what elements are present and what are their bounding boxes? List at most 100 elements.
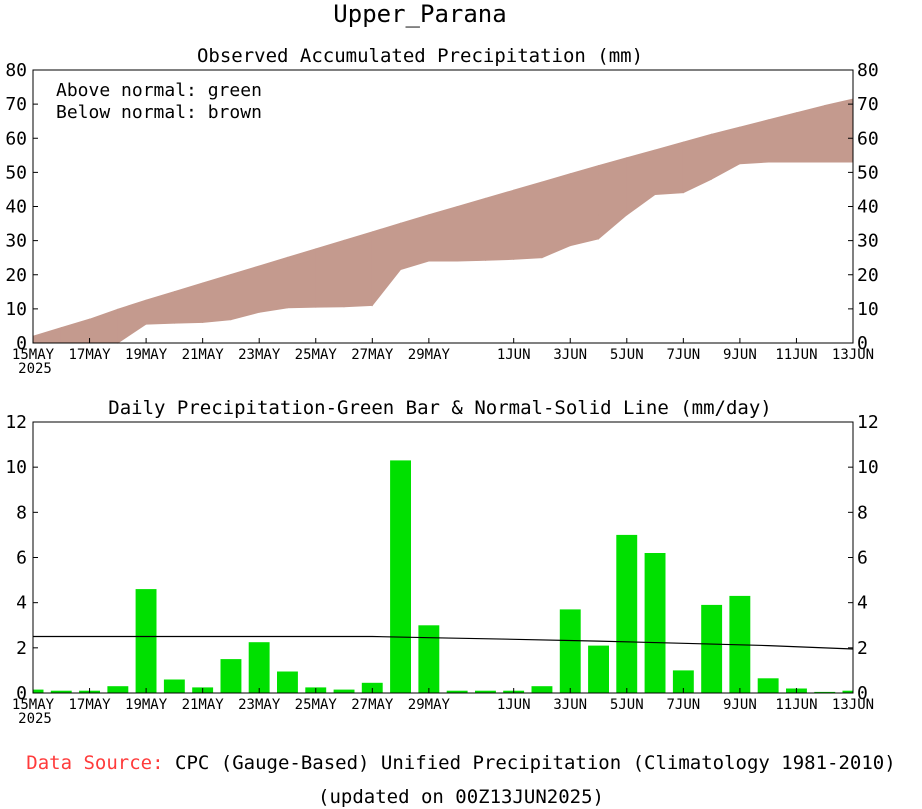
chart1-title: Observed Accumulated Precipitation (mm) (197, 45, 643, 67)
chart1-xtick-label: 7JUN (666, 347, 700, 363)
chart2-xtick-label: 23MAY (238, 697, 281, 713)
chart1-ytick-label-right: 20 (857, 265, 879, 286)
chart2-ytick-label-left: 2 (16, 638, 27, 659)
chart2-xtick-label: 15MAY (12, 697, 55, 713)
figure-title: Upper_Parana (333, 0, 506, 28)
daily-bar (531, 686, 553, 693)
daily-bar (418, 625, 440, 694)
daily-bar (644, 553, 666, 693)
chart2-ytick-label-left: 12 (5, 412, 27, 433)
legend-above-normal: Above normal: green (56, 80, 262, 101)
chart2-xtick-label: 27MAY (351, 697, 394, 713)
data-source-line: Data Source: CPC (Gauge-Based) Unified P… (0, 752, 922, 774)
chart2-ytick-label-right: 0 (857, 683, 868, 704)
daily-bar (757, 678, 779, 693)
chart1-xtick-label: 23MAY (238, 347, 281, 363)
below-normal-segment (767, 112, 797, 163)
below-normal-segment (230, 265, 260, 321)
below-normal-segment (145, 290, 175, 325)
chart1-xtick-label: 1JUN (497, 347, 531, 363)
chart1-xtick-label: 15MAY (12, 347, 55, 363)
below-normal-segment (60, 318, 90, 344)
chart2-year-label: 2025 (18, 711, 52, 727)
chart2-xtick-label: 21MAY (182, 697, 225, 713)
below-normal-segment (654, 141, 684, 196)
below-normal-segment (456, 197, 486, 262)
chart1-ytick-label-right: 40 (857, 197, 879, 218)
chart1-ytick-label-right: 70 (857, 94, 879, 115)
below-normal-segment (371, 222, 402, 307)
daily-bar (361, 682, 383, 693)
chart2-ytick-label-right: 6 (857, 548, 868, 569)
chart2-title: Daily Precipitation-Green Bar & Normal-S… (108, 397, 771, 419)
chart2-ytick-label-left: 10 (5, 457, 27, 478)
chart1-ytick-label-right: 60 (857, 128, 879, 149)
chart1-ytick-label-left: 40 (5, 197, 27, 218)
chart1-ytick-label-right: 30 (857, 231, 879, 252)
below-normal-segment (513, 181, 543, 260)
daily-bar (248, 642, 270, 693)
normal-daily-line (33, 635, 854, 650)
chart1-ytick-label-left: 20 (5, 265, 27, 286)
chart1-xtick-label: 21MAY (182, 347, 225, 363)
daily-bar (390, 460, 411, 693)
below-normal-segment (824, 98, 854, 163)
daily-bar (588, 645, 609, 693)
chart2-xtick-label: 11JUN (775, 697, 817, 713)
daily-bar (446, 690, 468, 693)
data-source-label: Data Source: (26, 752, 164, 774)
daily-bar (333, 689, 355, 693)
below-normal-segment (117, 299, 147, 344)
chart1-xtick-label: 25MAY (295, 347, 338, 363)
daily-bar (220, 659, 242, 693)
below-normal-segment (258, 256, 288, 313)
chart2-ytick-label-left: 0 (16, 683, 27, 704)
chart1-ytick-label-left: 70 (5, 94, 27, 115)
daily-bar (475, 690, 496, 693)
below-normal-segment (400, 214, 430, 271)
daily-bar (672, 670, 694, 693)
below-normal-segment (343, 231, 373, 308)
chart1-ytick-label-left: 0 (16, 333, 27, 354)
daily-bar (842, 690, 853, 693)
chart1-ytick-label-right: 80 (857, 60, 879, 81)
chart2-xtick-label: 5JUN (610, 697, 644, 713)
chart1-xtick-label: 13JUN (832, 347, 874, 363)
chart2-xtick-label: 19MAY (125, 697, 168, 713)
daily-bar (33, 689, 44, 693)
chart2-ytick-label-right: 10 (857, 457, 879, 478)
below-normal-segment (598, 157, 628, 240)
chart1-xtick-label: 17MAY (68, 347, 111, 363)
chart2-ytick-label-left: 8 (16, 502, 27, 523)
chart1-xtick-label: 29MAY (408, 347, 451, 363)
daily-precip-chart: Daily Precipitation-Green Bar & Normal-S… (5, 397, 878, 727)
chart2-ytick-label-right: 8 (857, 502, 868, 523)
below-normal-segment (711, 126, 741, 180)
below-normal-segment (173, 282, 204, 324)
chart2-xtick-label: 9JUN (723, 697, 757, 713)
chart2-ytick-label-left: 4 (16, 593, 27, 614)
below-normal-segment (202, 273, 232, 323)
chart1-xtick-label: 27MAY (351, 347, 394, 363)
accumulated-precip-chart: Observed Accumulated Precipitation (mm) … (5, 45, 878, 377)
chart2-ytick-label-right: 4 (857, 593, 868, 614)
below-normal-segment (287, 248, 317, 309)
chart1-ytick-label-right: 50 (857, 162, 879, 183)
updated-line: (updated on 00Z13JUN2025) (318, 786, 604, 808)
chart1-xtick-label: 3JUN (553, 347, 587, 363)
daily-bar (559, 609, 581, 693)
daily-bar (277, 671, 298, 693)
daily-bar (135, 589, 157, 693)
legend-below-normal: Below normal: brown (56, 102, 262, 123)
chart1-ytick-label-left: 60 (5, 128, 27, 149)
chart1-xtick-label: 5JUN (610, 347, 644, 363)
below-normal-segment (541, 173, 571, 259)
chart1-ytick-label-left: 30 (5, 231, 27, 252)
below-normal-segment (796, 104, 826, 163)
chart1-xtick-label: 9JUN (723, 347, 757, 363)
figure: Upper_Parana Observed Accumulated Precip… (5, 0, 878, 727)
chart1-xtick-label: 19MAY (125, 347, 168, 363)
below-normal-segment (428, 205, 458, 262)
below-normal-segment (569, 164, 599, 247)
below-normal-segment (89, 308, 119, 344)
